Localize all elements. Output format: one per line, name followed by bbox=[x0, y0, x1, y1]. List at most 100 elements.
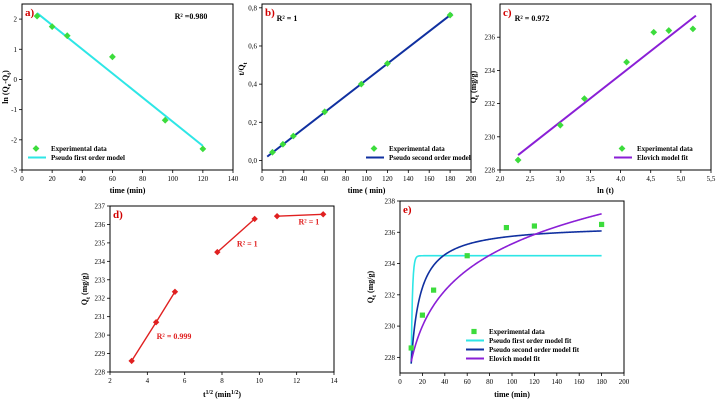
legend-label: Pseudo second order model bbox=[389, 154, 471, 162]
x-tick-label: 100 bbox=[167, 175, 178, 183]
label-part: (mg/g) bbox=[366, 270, 375, 295]
y-tick-label: -1 bbox=[11, 106, 17, 114]
data-point bbox=[214, 248, 221, 256]
data-point bbox=[199, 145, 207, 153]
data-point bbox=[32, 145, 40, 152]
y-axis-label: Qt (mg/g) bbox=[80, 272, 92, 305]
data-point bbox=[289, 132, 297, 140]
legend-label: Experimental data bbox=[637, 145, 693, 153]
data-point bbox=[273, 212, 281, 220]
x-tick-label: 0 bbox=[20, 175, 24, 183]
y-axis-label: Qt (mg/g) bbox=[469, 70, 481, 103]
data-point bbox=[446, 11, 454, 19]
y-tick-label: 230 bbox=[385, 323, 396, 331]
y-tick-label: 2 bbox=[14, 16, 18, 24]
r-squared-annotation: R² = 0.999 bbox=[157, 332, 192, 341]
x-tick-label: 180 bbox=[445, 175, 456, 183]
label-part: e bbox=[7, 83, 13, 86]
legend-label: Pseudo first order model bbox=[51, 154, 125, 162]
y-tick-label: 0,2 bbox=[248, 119, 257, 127]
series-line bbox=[277, 213, 324, 217]
panel-label: a) bbox=[25, 7, 35, 19]
x-tick-label: 80 bbox=[139, 175, 147, 183]
panel-label: e) bbox=[403, 204, 412, 216]
data-point bbox=[464, 253, 470, 259]
y-tick-label: 236 bbox=[385, 229, 396, 237]
data-point bbox=[319, 211, 327, 218]
x-axis-label: time (min) bbox=[494, 390, 530, 399]
y-tick-label: 0,8 bbox=[248, 4, 257, 12]
data-point bbox=[171, 288, 179, 295]
x-tick-label: 100 bbox=[361, 175, 372, 183]
data-point bbox=[623, 58, 630, 66]
chart-panel-c: 2,0 2,5 3,0 3,5 4,0 4,5 5,0 5,5 228 230 232 234 236 c… bbox=[469, 3, 716, 195]
data-point bbox=[63, 32, 71, 40]
y-tick-label: 229 bbox=[95, 350, 106, 358]
y-tick-label: 231 bbox=[95, 313, 106, 321]
x-tick-label: 5,5 bbox=[707, 175, 716, 183]
model-curves bbox=[410, 213, 602, 364]
x-tick-label: 120 bbox=[382, 175, 393, 183]
y-tick-label: 234 bbox=[95, 258, 106, 266]
y-tick-label: 234 bbox=[385, 260, 396, 268]
y-tick-label: 236 bbox=[95, 221, 106, 229]
x-tick-label: 20 bbox=[419, 378, 427, 386]
data-point bbox=[599, 221, 605, 228]
series-line bbox=[131, 291, 176, 362]
data-point bbox=[33, 12, 41, 20]
plot-frame bbox=[21, 3, 234, 171]
x-tick-label: 200 bbox=[466, 175, 477, 183]
plot-frame bbox=[499, 3, 712, 171]
x-tick-label: 2,0 bbox=[496, 175, 505, 183]
y-tick-label: 0 bbox=[14, 76, 18, 84]
panel-label: d) bbox=[113, 209, 123, 221]
y-axis-label: ln (Qe-Qt) bbox=[1, 70, 13, 104]
x-tick-label: 120 bbox=[198, 175, 209, 183]
data-point bbox=[514, 156, 522, 164]
x-tick-label: 2 bbox=[108, 377, 112, 385]
plot-frame bbox=[109, 205, 335, 373]
x-tick-label: 60 bbox=[109, 175, 117, 183]
x-tick-label: 3,0 bbox=[556, 175, 565, 183]
y-tick-label: 228 bbox=[485, 167, 496, 175]
chart-panel-a: 0 20 40 60 80 100 120 140 -3 -2 -1 0 1 2 a) R² =0.980 Ex… bbox=[1, 3, 239, 195]
label-part: t bbox=[243, 62, 249, 64]
x-tick-label: 4 bbox=[146, 377, 150, 385]
data-point bbox=[161, 116, 169, 124]
x-tick-label: 6 bbox=[183, 377, 187, 385]
y-tick-label: 232 bbox=[485, 100, 496, 108]
label-part: 1/2 bbox=[231, 390, 238, 396]
x-tick-label: 60 bbox=[321, 175, 329, 183]
label-part: -Q bbox=[1, 75, 10, 84]
x-tick-label: 3,5 bbox=[586, 175, 595, 183]
r-squared-annotation: R² = 1 bbox=[277, 14, 298, 23]
data-point bbox=[431, 287, 437, 293]
legend-label: Elovich model fit bbox=[489, 355, 541, 363]
y-tick-label: 238 bbox=[385, 198, 396, 206]
data-point bbox=[357, 80, 365, 88]
data-point bbox=[128, 357, 135, 365]
x-tick-label: 40 bbox=[300, 175, 308, 183]
x-tick-label: 100 bbox=[507, 378, 518, 386]
y-tick-label: 233 bbox=[95, 276, 106, 284]
y-tick-label: 232 bbox=[95, 295, 106, 303]
x-tick-label: 140 bbox=[228, 175, 239, 183]
legend-label: Experimental data bbox=[389, 145, 445, 153]
data-point bbox=[581, 95, 588, 103]
y-tick-label: 0,4 bbox=[248, 81, 257, 89]
x-tick-label: 120 bbox=[529, 378, 540, 386]
x-axis-label: t1/2 (min1/2) bbox=[203, 390, 241, 399]
x-tick-label: 60 bbox=[464, 378, 472, 386]
y-axis-label: t/Qt bbox=[237, 62, 249, 75]
data-point bbox=[689, 25, 697, 33]
x-tick-label: 140 bbox=[403, 175, 414, 183]
data-point bbox=[109, 53, 116, 61]
label-part: t bbox=[7, 73, 13, 75]
panel-label: c) bbox=[503, 7, 512, 19]
label-part: Q bbox=[80, 299, 89, 305]
y-tick-label: 234 bbox=[485, 67, 496, 75]
data-point bbox=[503, 224, 509, 231]
x-tick-label: 12 bbox=[293, 377, 301, 385]
x-tick-label: 80 bbox=[342, 175, 350, 183]
chart-panel-e: 0 20 40 60 80 100 120 140 160 180 200 228 230 232 234 2… bbox=[366, 198, 630, 400]
